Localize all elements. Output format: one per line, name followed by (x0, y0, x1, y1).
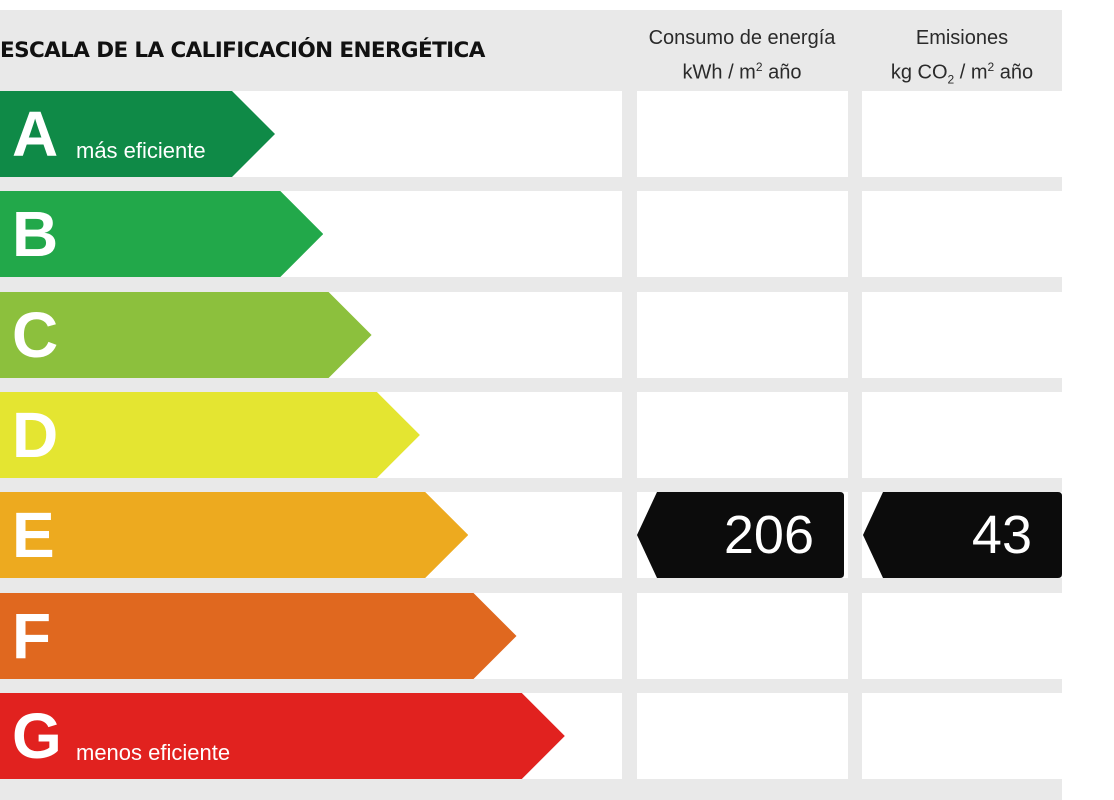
scale-cell: C (0, 291, 622, 378)
consumo-cell (637, 692, 848, 779)
rating-bar-d (0, 391, 420, 478)
rating-bar-shape (0, 191, 324, 278)
rating-letter: D (12, 398, 59, 471)
emisiones-cell (862, 391, 1062, 478)
rating-row-c: C (0, 291, 1062, 378)
scale-cell: E (0, 492, 622, 579)
emisiones-cell (862, 191, 1062, 278)
rating-bar-shape (0, 391, 420, 478)
rating-letter: B (12, 198, 59, 271)
scale-cell: B (0, 191, 622, 278)
emisiones-cell (862, 91, 1062, 177)
consumo-cell (637, 191, 848, 278)
rating-letter: F (12, 599, 52, 672)
rating-letter: E (12, 499, 55, 572)
rating-bar-b (0, 191, 324, 278)
scale-cell: F (0, 592, 622, 679)
consumo-cell (637, 291, 848, 378)
rating-row-d: D (0, 391, 1062, 478)
emisiones-cell (862, 291, 1062, 378)
consumo-marker: 206 (637, 492, 844, 579)
consumo-column-header: Consumo de energía kWh / m2 año (636, 24, 848, 88)
emisiones-marker: 43 (863, 492, 1062, 579)
rating-sublabel: menos eficiente (76, 739, 231, 765)
rating-bar-shape (0, 291, 372, 378)
rating-bar-e (0, 492, 469, 579)
rating-bar-a (0, 91, 275, 177)
rating-letter: A (12, 98, 59, 170)
scale-cell: D (0, 391, 622, 478)
rating-letter: C (12, 298, 59, 371)
rating-sublabel: más eficiente (76, 138, 206, 163)
emisiones-cell (862, 592, 1062, 679)
emisiones-marker-value: 43 (971, 505, 1032, 566)
rating-letter: G (12, 699, 62, 772)
rating-bar-shape (0, 592, 517, 679)
consumo-unit: kWh / m2 año (682, 60, 802, 84)
consumo-cell (637, 391, 848, 478)
rating-row-f: F (0, 592, 1062, 679)
consumo-marker-value: 206 (723, 505, 814, 566)
rating-bar-c (0, 291, 372, 378)
marker-arrow-shape (637, 492, 844, 579)
consumo-cell (637, 592, 848, 679)
rating-row-b: B (0, 191, 1062, 278)
marker-arrow-shape (863, 492, 1062, 579)
rating-bar-shape (0, 492, 469, 579)
rating-bar-f (0, 592, 517, 679)
page-title: ESCALA DE LA CALIFICACIÓN ENERGÉTICA (0, 38, 485, 63)
emisiones-label: Emisiones (915, 27, 1009, 49)
emisiones-cell (862, 692, 1062, 779)
emisiones-column-header: Emisiones kg CO2 / m2 año (862, 24, 1062, 95)
rating-bar-shape (0, 91, 275, 177)
rating-bar-shape (0, 692, 565, 779)
rating-bar-g (0, 692, 565, 779)
consumo-cell (637, 91, 848, 177)
consumo-label: Consumo de energía (648, 27, 836, 49)
emisiones-unit: kg CO2 / m2 año (890, 60, 1034, 87)
rating-row-e: E 206 43 (0, 492, 1062, 579)
